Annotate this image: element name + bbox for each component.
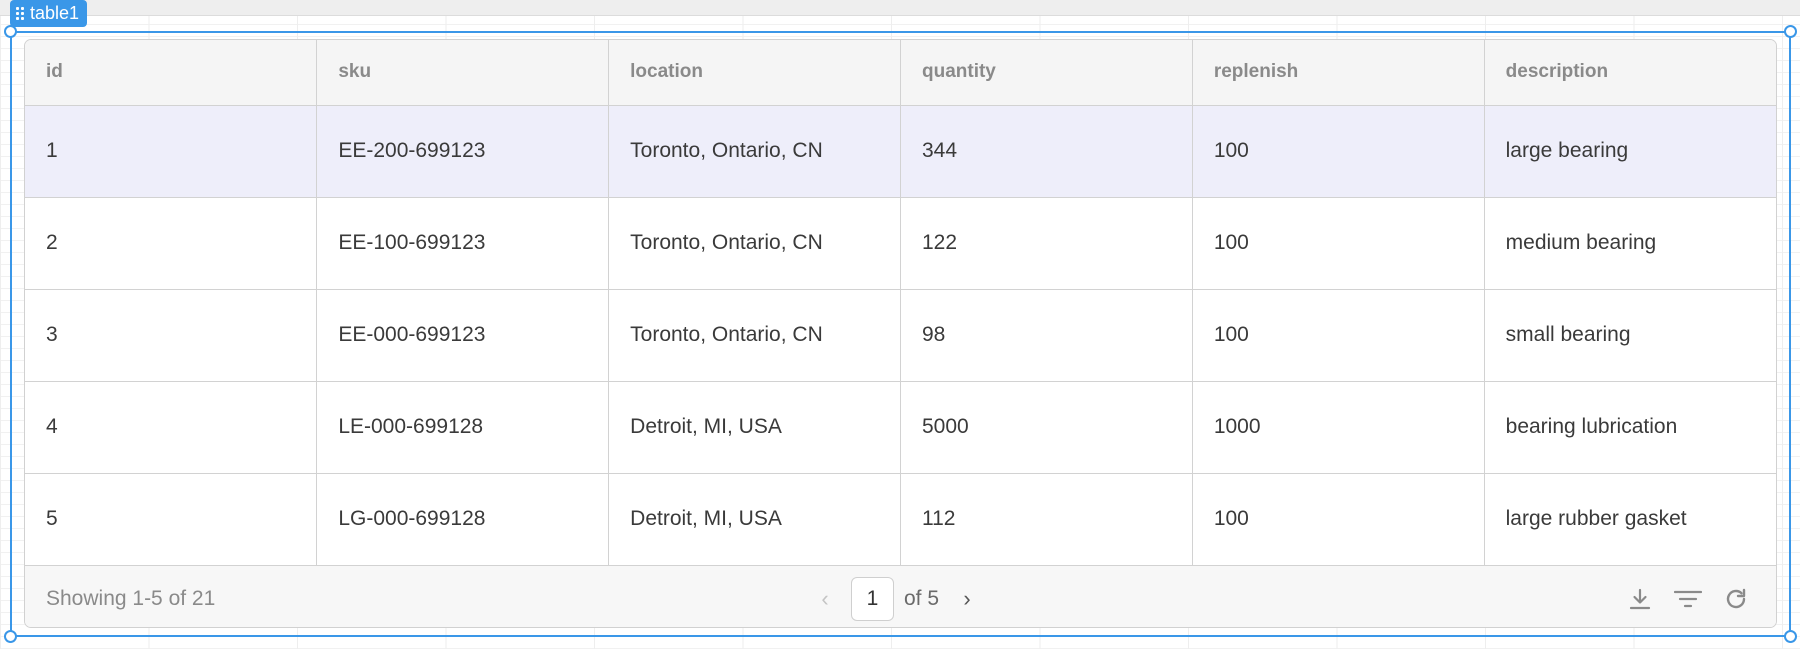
page-count-text: of 5 xyxy=(904,586,940,610)
table-cell-sku[interactable]: EE-100-699123 xyxy=(316,197,610,290)
page-number-input[interactable]: 1 xyxy=(851,576,894,621)
table-cell-sku[interactable]: LE-000-699128 xyxy=(316,381,610,474)
table-row[interactable]: 5 LG-000-699128 Detroit, MI, USA 112 100 larg… xyxy=(25,473,1776,566)
widget-name-tag[interactable]: table1 xyxy=(10,0,88,27)
table-header-row: id sku location quantity replenish descriptio… xyxy=(25,40,1776,106)
table-row[interactable]: 4 LE-000-699128 Detroit, MI, USA 5000 1000 be… xyxy=(25,381,1776,474)
table-cell-replenish[interactable]: 100 xyxy=(1192,289,1485,382)
table-cell-location[interactable]: Toronto, Ontario, CN xyxy=(608,105,901,198)
table-toolbar xyxy=(1626,566,1750,628)
table-cell-location[interactable]: Toronto, Ontario, CN xyxy=(608,197,901,290)
table-cell-id[interactable]: 4 xyxy=(25,381,318,474)
table-cell-quantity[interactable]: 112 xyxy=(900,473,1193,566)
column-header-id[interactable]: id xyxy=(25,40,318,106)
table-footer: Showing 1-5 of 21 ‹ 1 of 5 › xyxy=(25,565,1776,628)
resize-handle-top-left[interactable] xyxy=(4,25,17,38)
table-cell-id[interactable]: 1 xyxy=(25,105,318,198)
table-body: 1 EE-200-699123 Toronto, Ontario, CN 344 100… xyxy=(25,105,1776,566)
table-cell-description[interactable]: large bearing xyxy=(1484,105,1776,198)
table-cell-location[interactable]: Detroit, MI, USA xyxy=(608,473,901,566)
table-row[interactable]: 1 EE-200-699123 Toronto, Ontario, CN 344 100… xyxy=(25,105,1776,198)
data-table: id sku location quantity replenish descriptio… xyxy=(25,40,1776,566)
table-cell-id[interactable]: 5 xyxy=(25,473,318,566)
column-header-sku[interactable]: sku xyxy=(316,40,610,106)
table-cell-sku[interactable]: LG-000-699128 xyxy=(316,473,610,566)
table-cell-description[interactable]: bearing lubrication xyxy=(1484,381,1776,474)
table-cell-location[interactable]: Detroit, MI, USA xyxy=(608,381,901,474)
table-cell-replenish[interactable]: 100 xyxy=(1192,473,1485,566)
pagination: ‹ 1 of 5 › xyxy=(815,566,977,628)
table-cell-replenish[interactable]: 100 xyxy=(1192,197,1485,290)
table-cell-description[interactable]: medium bearing xyxy=(1484,197,1776,290)
table-cell-id[interactable]: 2 xyxy=(25,197,318,290)
refresh-icon[interactable] xyxy=(1722,585,1750,613)
row-count-text: Showing 1-5 of 21 xyxy=(46,586,216,610)
resize-handle-top-right[interactable] xyxy=(1784,25,1797,38)
column-header-description[interactable]: description xyxy=(1484,40,1776,106)
widget-selection-frame xyxy=(4,25,1797,643)
table-cell-location[interactable]: Toronto, Ontario, CN xyxy=(608,289,901,382)
filter-icon[interactable] xyxy=(1674,585,1702,613)
canvas-top-strip xyxy=(0,0,1800,16)
table-cell-description[interactable]: large rubber gasket xyxy=(1484,473,1776,566)
table-cell-replenish[interactable]: 100 xyxy=(1192,105,1485,198)
table-widget: id sku location quantity replenish descriptio… xyxy=(24,39,1777,628)
table-cell-sku[interactable]: EE-200-699123 xyxy=(316,105,610,198)
download-icon[interactable] xyxy=(1626,585,1654,613)
table-row[interactable]: 3 EE-000-699123 Toronto, Ontario, CN 98 100 s… xyxy=(25,289,1776,382)
column-header-replenish[interactable]: replenish xyxy=(1192,40,1485,106)
drag-handle-icon[interactable] xyxy=(16,7,24,20)
table-cell-quantity[interactable]: 5000 xyxy=(900,381,1193,474)
table-cell-sku[interactable]: EE-000-699123 xyxy=(316,289,610,382)
table-cell-quantity[interactable]: 122 xyxy=(900,197,1193,290)
column-header-location[interactable]: location xyxy=(608,40,901,106)
table-cell-quantity[interactable]: 344 xyxy=(900,105,1193,198)
table-cell-id[interactable]: 3 xyxy=(25,289,318,382)
table-cell-quantity[interactable]: 98 xyxy=(900,289,1193,382)
widget-name-label: table1 xyxy=(30,3,80,23)
column-header-quantity[interactable]: quantity xyxy=(900,40,1193,106)
table-cell-replenish[interactable]: 1000 xyxy=(1192,381,1485,474)
resize-handle-bottom-left[interactable] xyxy=(4,630,17,643)
table-cell-description[interactable]: small bearing xyxy=(1484,289,1776,382)
table-row[interactable]: 2 EE-100-699123 Toronto, Ontario, CN 122 100… xyxy=(25,197,1776,290)
chevron-right-icon[interactable]: › xyxy=(963,585,971,611)
chevron-left-icon[interactable]: ‹ xyxy=(821,585,829,611)
resize-handle-bottom-right[interactable] xyxy=(1784,630,1797,643)
